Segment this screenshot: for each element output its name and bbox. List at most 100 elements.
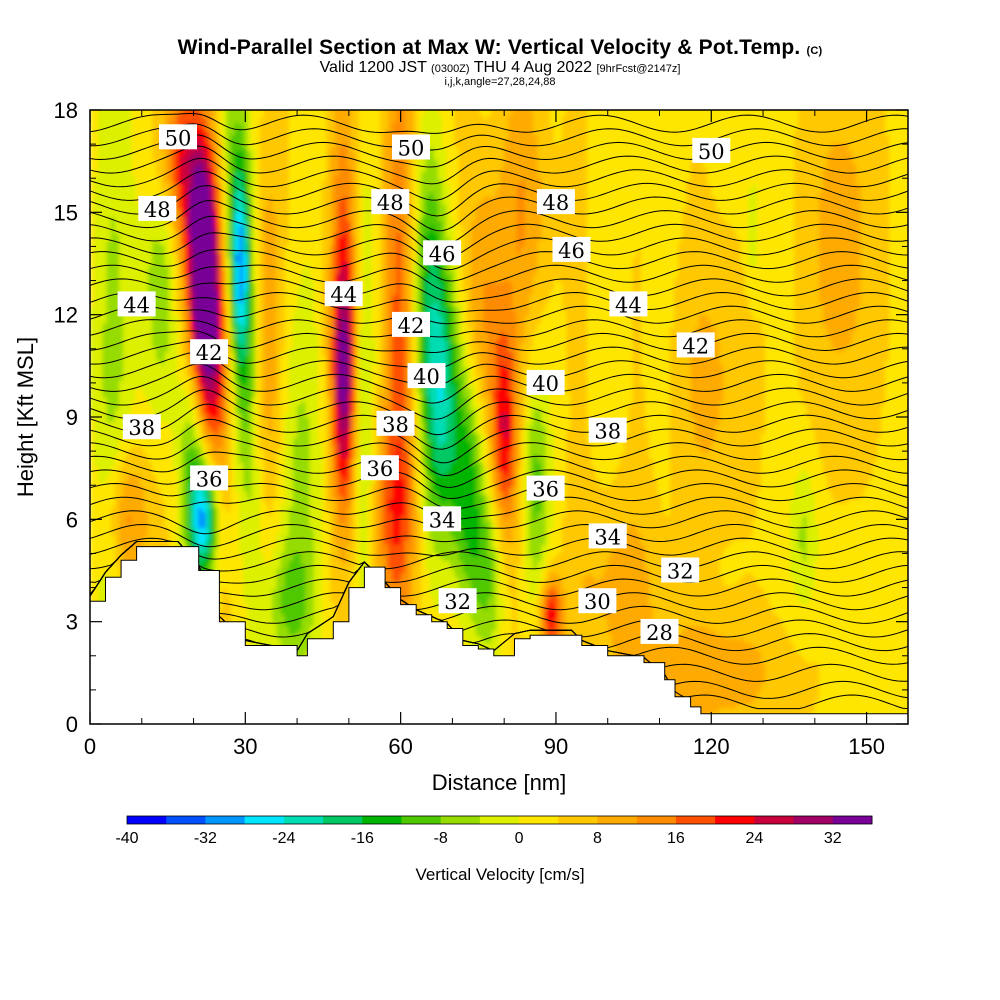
velocity-cell <box>168 228 174 234</box>
velocity-cell <box>98 134 104 140</box>
velocity-cell <box>201 232 207 238</box>
velocity-cell <box>143 257 149 263</box>
velocity-cell <box>123 281 128 287</box>
velocity-cell <box>160 150 166 156</box>
velocity-cell <box>143 269 149 275</box>
velocity-cell <box>127 351 133 357</box>
velocity-cell <box>110 298 116 304</box>
velocity-cell <box>152 335 157 340</box>
velocity-cell <box>222 253 228 259</box>
velocity-cell <box>110 474 116 480</box>
velocity-cell <box>90 142 95 148</box>
velocity-cell <box>176 224 182 230</box>
velocity-cell <box>90 126 95 132</box>
velocity-cell <box>114 502 120 508</box>
velocity-cell <box>102 363 108 369</box>
velocity-cell <box>176 351 182 357</box>
velocity-cell <box>118 507 124 512</box>
velocity-cell <box>118 490 124 496</box>
velocity-cell <box>185 236 191 242</box>
velocity-cell <box>143 134 149 140</box>
velocity-cell <box>193 507 199 512</box>
velocity-cell <box>127 437 133 443</box>
velocity-cell <box>205 224 211 230</box>
velocity-cell <box>214 114 220 119</box>
velocity-cell <box>114 367 120 373</box>
velocity-cell <box>135 195 141 201</box>
velocity-cell <box>106 421 112 426</box>
velocity-cell <box>110 200 116 205</box>
velocity-cell <box>156 114 162 119</box>
velocity-cell <box>205 322 211 328</box>
velocity-cell <box>123 552 128 557</box>
velocity-cell <box>114 331 120 336</box>
velocity-cell <box>168 449 174 455</box>
velocity-cell <box>164 408 170 414</box>
velocity-cell <box>176 486 182 492</box>
velocity-cell <box>210 191 215 197</box>
velocity-cell <box>139 478 145 484</box>
velocity-cell <box>210 560 215 566</box>
velocity-cell <box>214 507 220 512</box>
velocity-cell <box>189 204 195 209</box>
velocity-cell <box>181 298 186 304</box>
velocity-cell <box>147 507 153 512</box>
velocity-cell <box>147 519 153 525</box>
velocity-cell <box>143 474 149 480</box>
velocity-cell <box>114 433 120 439</box>
velocity-cell <box>189 195 195 201</box>
velocity-cell <box>160 396 166 402</box>
velocity-cell <box>168 314 174 320</box>
velocity-cell <box>181 400 186 406</box>
velocity-cell <box>139 392 145 398</box>
velocity-cell <box>210 220 215 226</box>
velocity-cell <box>94 568 99 574</box>
velocity-cell <box>135 482 141 488</box>
velocity-cell <box>152 380 157 385</box>
velocity-cell <box>197 502 203 508</box>
velocity-cell <box>201 114 207 119</box>
velocity-cell <box>181 466 186 471</box>
velocity-cell <box>98 110 104 115</box>
velocity-cell <box>143 159 149 164</box>
velocity-cell <box>176 212 182 218</box>
velocity-cell <box>143 347 149 353</box>
velocity-cell <box>131 466 137 471</box>
velocity-cell <box>181 326 186 332</box>
velocity-cell <box>214 146 220 152</box>
velocity-cell <box>205 335 211 340</box>
velocity-cell <box>181 310 186 316</box>
velocity-cell <box>106 286 112 291</box>
velocity-cell <box>94 498 99 504</box>
velocity-cell <box>114 187 120 193</box>
velocity-cell <box>189 421 195 426</box>
velocity-cell <box>210 396 215 402</box>
velocity-cell <box>102 314 108 320</box>
velocity-cell <box>193 326 199 332</box>
velocity-cell <box>106 232 112 238</box>
velocity-cell <box>139 376 145 381</box>
velocity-cell <box>181 408 186 414</box>
velocity-cell <box>110 367 116 373</box>
velocity-cell <box>94 269 99 275</box>
velocity-cell <box>114 371 120 377</box>
velocity-cell <box>147 110 153 115</box>
velocity-cell <box>143 326 149 332</box>
velocity-cell <box>106 110 112 115</box>
velocity-cell <box>123 126 128 132</box>
velocity-cell <box>201 462 207 467</box>
velocity-cell <box>172 396 178 402</box>
velocity-cell <box>193 269 199 275</box>
velocity-cell <box>152 134 157 140</box>
velocity-cell <box>168 408 174 414</box>
velocity-cell <box>123 339 128 345</box>
velocity-cell <box>185 310 191 316</box>
velocity-cell <box>218 425 224 430</box>
velocity-cell <box>218 179 224 185</box>
velocity-cell <box>172 175 178 181</box>
velocity-cell <box>90 556 95 561</box>
velocity-cell <box>197 118 203 123</box>
velocity-cell <box>131 363 137 369</box>
velocity-cell <box>114 261 120 267</box>
velocity-cell <box>106 191 112 197</box>
